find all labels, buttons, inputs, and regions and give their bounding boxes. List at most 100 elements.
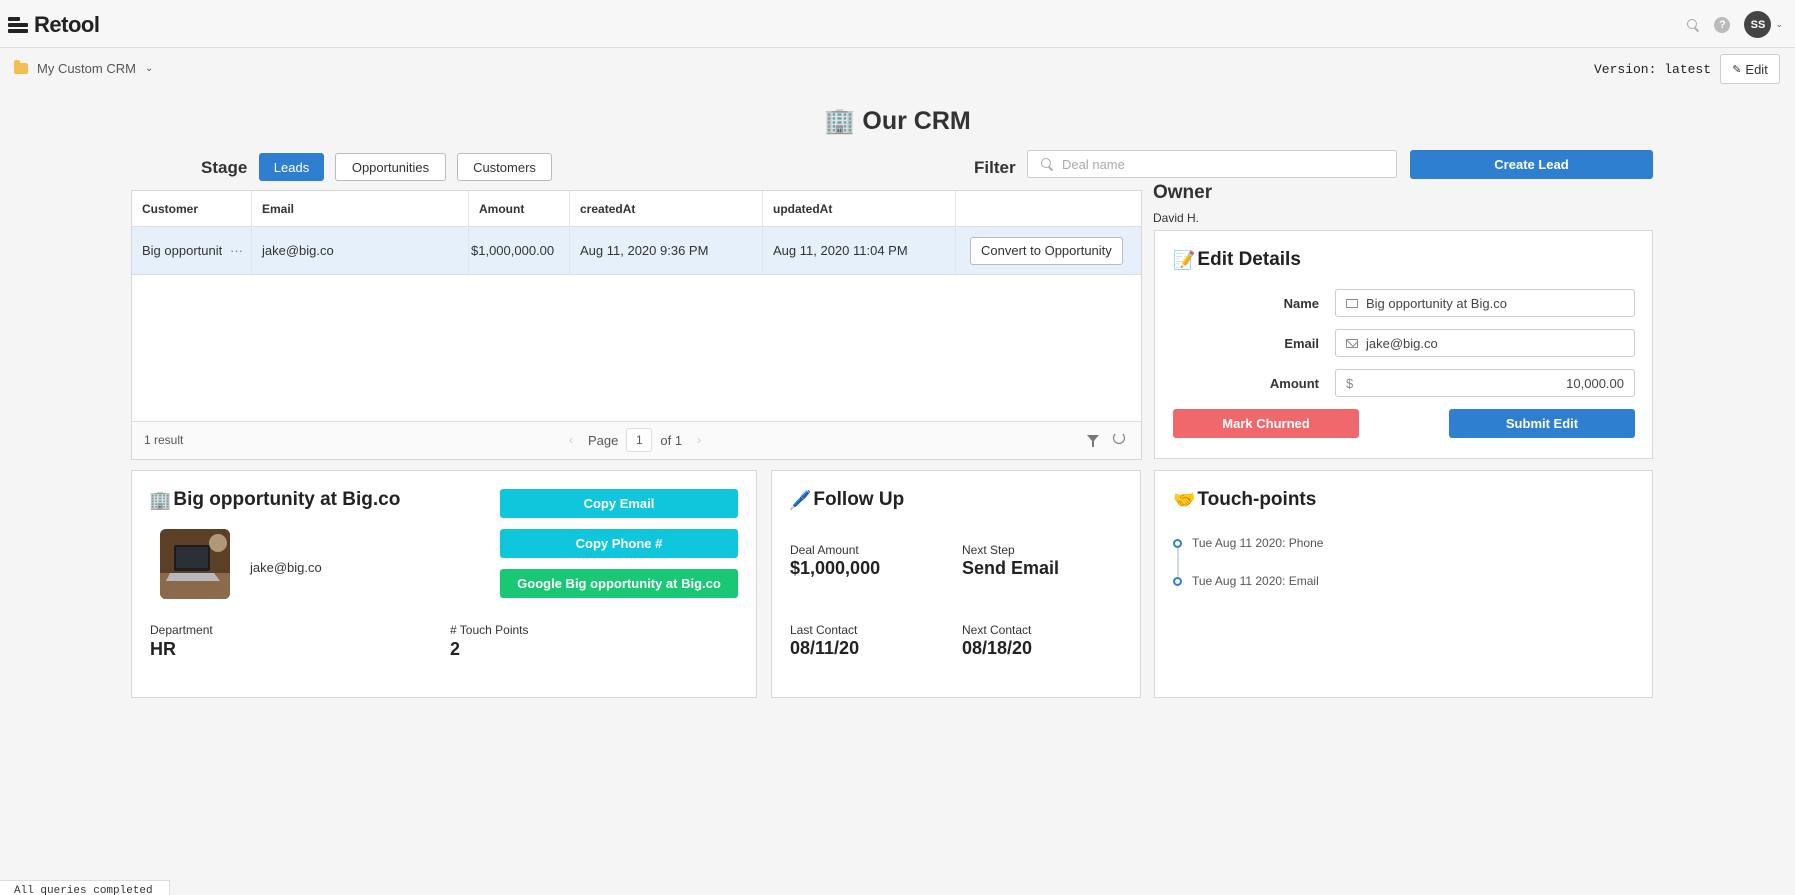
touch-point-item: Tue Aug 11 2020: Email — [1192, 574, 1319, 588]
department-value: HR — [150, 639, 176, 659]
building-icon: 🏢 — [824, 107, 856, 135]
touch-points-value: 2 — [450, 639, 461, 659]
google-deal-button[interactable]: Google Big opportunity at Big.co — [500, 569, 738, 598]
convert-to-opportunity-button[interactable]: Convert to Opportunity — [970, 236, 1123, 265]
department-label: Department — [150, 623, 213, 637]
pen-icon: 🖊️ — [789, 489, 812, 510]
deal-card: 🏢 Big opportunity at Big.co jake@big.co … — [131, 470, 757, 698]
handshake-icon: 🤝 — [1173, 489, 1196, 510]
avatar[interactable]: SS — [1744, 11, 1772, 38]
search-icon[interactable] — [1686, 18, 1700, 32]
email-value: jake@big.co — [1366, 335, 1438, 351]
retool-logo[interactable]: Retool — [8, 12, 100, 38]
app-name: My Custom CRM — [37, 61, 136, 76]
more-icon[interactable]: ··· — [230, 243, 243, 258]
chevron-left-icon[interactable]: ‹ — [569, 433, 573, 447]
column-header-customer[interactable]: Customer — [132, 191, 252, 227]
next-contact-label: Next Contact — [962, 623, 1032, 637]
pencil-icon: ✎ — [1732, 63, 1742, 76]
cell-email[interactable]: jake@big.co — [252, 227, 469, 274]
column-header-actions — [956, 191, 1141, 227]
edit-details-card: 📝 Edit Details Name Big opportunity at B… — [1154, 230, 1653, 459]
deal-name-input[interactable] — [1062, 156, 1382, 172]
last-contact-label: Last Contact — [790, 623, 858, 637]
tab-leads[interactable]: Leads — [259, 153, 324, 181]
cell-updatedat[interactable]: Aug 11, 2020 11:04 PM — [763, 227, 956, 274]
chevron-down-icon[interactable]: ⌄ — [1775, 19, 1783, 29]
deal-email: jake@big.co — [250, 560, 322, 575]
mark-churned-button[interactable]: Mark Churned — [1173, 409, 1359, 438]
filter-icon[interactable] — [1087, 435, 1099, 447]
column-header-amount[interactable]: Amount — [469, 191, 570, 227]
next-step-value: Send Email — [962, 558, 1060, 578]
follow-up-title-text: Follow Up — [813, 489, 905, 510]
cell-amount[interactable]: $1,000,000.00 — [469, 227, 570, 274]
follow-up-title: 🖊️ Follow Up — [789, 489, 904, 511]
deal-name-filter[interactable] — [1027, 150, 1397, 178]
retool-logo-icon — [8, 17, 28, 33]
touch-points-title: 🤝 Touch-points — [1173, 489, 1316, 511]
laptop-photo — [160, 529, 230, 599]
currency-prefix: $ — [1346, 375, 1354, 391]
memo-icon: 📝 — [1173, 249, 1196, 270]
submit-edit-button[interactable]: Submit Edit — [1449, 409, 1635, 438]
column-header-email[interactable]: Email — [252, 191, 469, 227]
filter-label: Filter — [974, 158, 1016, 177]
column-header-updatedat[interactable]: updatedAt — [763, 191, 956, 227]
cell-createdat[interactable]: Aug 11, 2020 9:36 PM — [570, 227, 763, 274]
last-contact-value: 08/11/20 — [790, 638, 860, 658]
mail-icon — [1346, 338, 1358, 348]
owner-name: David H. — [1153, 211, 1200, 225]
brand-name: Retool — [34, 12, 100, 37]
deal-amount-value: $1,000,000 — [790, 558, 881, 578]
edit-details-title-text: Edit Details — [1197, 249, 1301, 270]
name-value: Big opportunity at Big.co — [1366, 295, 1507, 311]
query-status[interactable]: All queries completed — [0, 880, 170, 895]
deal-title: 🏢 Big opportunity at Big.co — [149, 489, 400, 511]
leads-table: Customer Email Amount createdAt updatedA… — [131, 190, 1142, 460]
tab-opportunities[interactable]: Opportunities — [335, 153, 446, 181]
chevron-down-icon: ⌄ — [144, 63, 154, 74]
next-contact-value: 08/18/20 — [962, 638, 1033, 658]
app-header: My Custom CRM ⌄ Version: latest ✎ Edit — [0, 48, 1795, 92]
page-title-text: Our CRM — [862, 107, 971, 135]
page-label: Page — [588, 432, 619, 448]
touch-points-card: 🤝 Touch-points — [1154, 470, 1653, 698]
top-bar: Retool ? SS ⌄ — [0, 0, 1795, 48]
version-label[interactable]: Version: latest — [1594, 62, 1712, 77]
stage-label: Stage — [201, 158, 248, 177]
building-icon: 🏢 — [149, 489, 172, 510]
page-total: of 1 — [660, 432, 683, 448]
search-icon — [1040, 157, 1054, 171]
amount-field[interactable]: $ 10,000.00 — [1335, 369, 1635, 397]
email-field[interactable]: jake@big.co — [1335, 329, 1635, 357]
touch-points-title-text: Touch-points — [1197, 489, 1317, 510]
refresh-icon[interactable] — [1113, 432, 1125, 444]
name-field[interactable]: Big opportunity at Big.co — [1335, 289, 1635, 317]
app-switcher[interactable]: My Custom CRM ⌄ — [14, 60, 154, 76]
edit-details-title: 📝 Edit Details — [1173, 249, 1301, 271]
table-row[interactable]: Big opportunity at Big.co ··· jake@big.c… — [132, 227, 1141, 275]
email-label: Email — [1284, 336, 1319, 351]
copy-email-button[interactable]: Copy Email — [500, 489, 738, 518]
create-lead-button[interactable]: Create Lead — [1410, 150, 1653, 179]
column-header-createdat[interactable]: createdAt — [570, 191, 763, 227]
cell-action: Convert to Opportunity — [956, 227, 1141, 274]
amount-value: 10,000.00 — [1566, 375, 1624, 391]
edit-label: Edit — [1745, 61, 1768, 77]
timeline-dot — [1173, 577, 1182, 586]
amount-label: Amount — [1269, 376, 1319, 391]
page-number-input[interactable]: 1 — [626, 428, 653, 452]
timeline-dot — [1173, 539, 1182, 548]
tab-customers[interactable]: Customers — [457, 153, 552, 181]
touch-point-item: Tue Aug 11 2020: Phone — [1192, 536, 1324, 550]
copy-phone-button[interactable]: Copy Phone # — [500, 529, 738, 558]
chevron-right-icon[interactable]: › — [697, 433, 702, 447]
edit-app-button[interactable]: ✎ Edit — [1720, 54, 1780, 84]
table-header: Customer Email Amount createdAt updatedA… — [132, 191, 1141, 227]
id-card-icon — [1346, 298, 1358, 308]
owner-title: Owner — [1153, 182, 1213, 203]
help-icon[interactable]: ? — [1714, 16, 1731, 33]
folder-icon — [14, 60, 28, 74]
cell-customer[interactable]: Big opportunity at Big.co ··· — [132, 227, 252, 274]
